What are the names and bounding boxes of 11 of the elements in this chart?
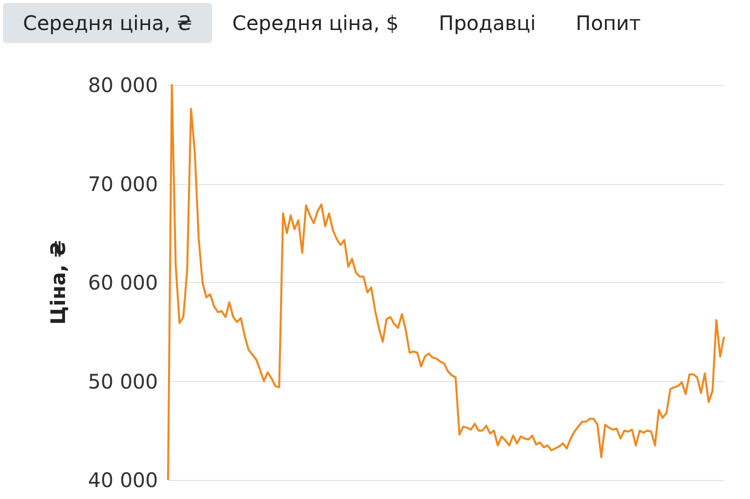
text: Продавці <box>438 10 537 37</box>
y-tick-label: 80 000 <box>88 73 158 97</box>
y-tick-label: 60 000 <box>88 270 158 294</box>
line-series <box>167 84 725 481</box>
y-axis-title: Ціна, ₴ <box>46 240 70 325</box>
text: Середня ціна, ₴ <box>3 3 212 43</box>
y-tick-label: 50 000 <box>88 369 158 394</box>
text: Попит <box>574 10 642 37</box>
text: Середня ціна, $ <box>231 10 400 37</box>
y-tick-label: 40 000 <box>88 468 158 492</box>
y-tick-label: 70 000 <box>88 172 158 196</box>
